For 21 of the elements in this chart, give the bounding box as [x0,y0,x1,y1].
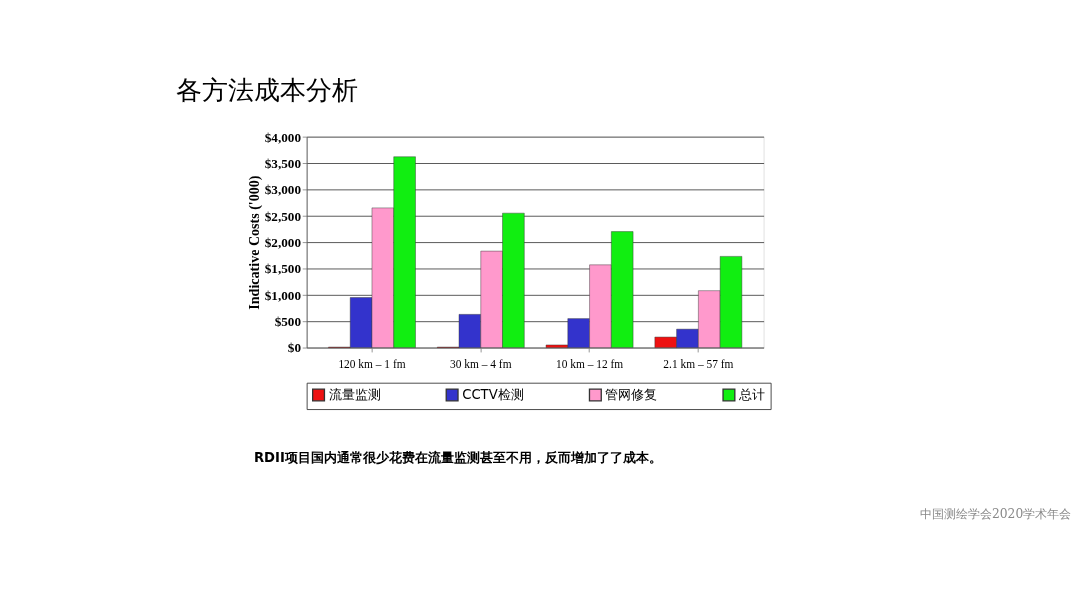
y-tick-label: $2,500 [264,208,302,224]
y-tick-label: $4,000 [264,129,302,145]
y-tick-label: $2,000 [264,234,302,250]
y-tick-label: $0 [287,340,302,356]
y-tick-label: $500 [274,314,302,330]
y-tick-label: $3,000 [264,182,302,198]
legend-label: 总计 [738,387,766,403]
legend-label: 流量监测 [328,387,381,403]
legend-label: 管网修复 [605,387,658,403]
y-tick-label: $3,500 [264,155,302,171]
chart-title: 各方法成本分析 [176,74,359,105]
y-tick-label: $1,500 [264,261,302,277]
text: 中国测绘学会2020学术年会 [919,507,1072,522]
x-tick-label: 2.1 km – 57 fm [663,358,734,371]
x-tick-label: 30 km – 4 fm [450,358,512,371]
x-tick-label: 10 km – 12 fm [555,358,624,371]
y-tick-label: $1,000 [264,287,302,303]
text: RDII项目国内通常很少花费在流量监测甚至不用，反而增加了了成本。 [253,449,662,465]
x-tick-label: 120 km – 1 fm [338,358,406,371]
y-axis-title: Indicative Costs ('000) [245,175,263,310]
legend-label: CCTV检测 [462,387,524,403]
